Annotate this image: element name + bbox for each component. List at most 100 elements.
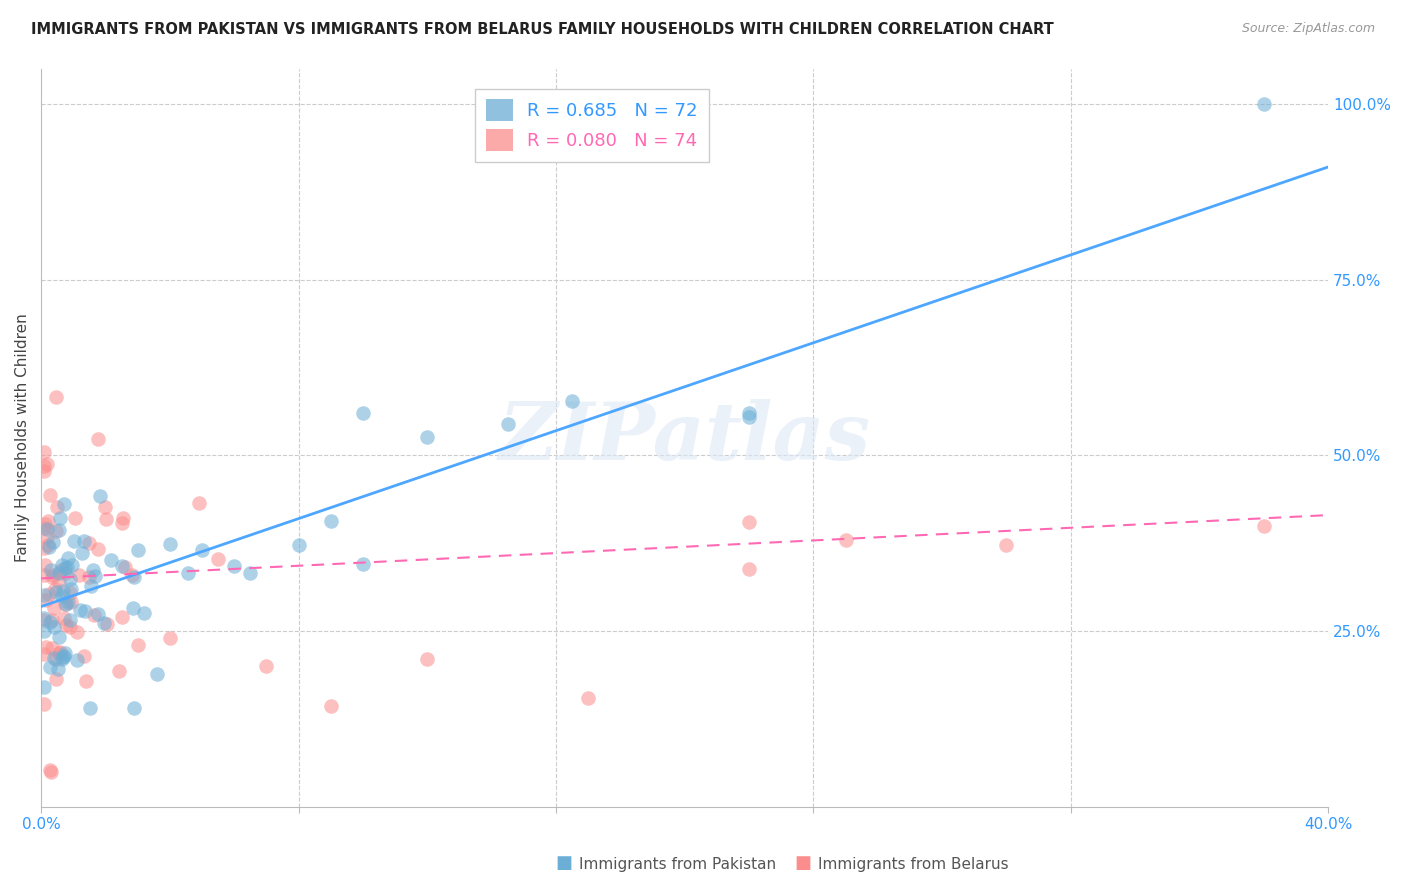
- Point: [100, 553, 122, 567]
- Point: [89, 489, 111, 503]
- Point: [42, 568, 65, 582]
- Point: [48, 511, 70, 525]
- Point: [44, 582, 66, 596]
- Point: [122, 570, 145, 584]
- Point: [34, 588, 56, 602]
- Point: [44, 650, 66, 665]
- Point: [69, 568, 91, 582]
- Point: [35, 640, 58, 654]
- Point: [34, 465, 56, 479]
- Point: [55, 617, 77, 632]
- Point: [66, 625, 89, 640]
- Point: [82, 563, 104, 577]
- Point: [38, 587, 60, 601]
- Point: [56, 559, 79, 574]
- Point: [63, 510, 86, 524]
- Point: [39, 615, 62, 629]
- Point: [114, 559, 136, 574]
- Point: [77, 536, 100, 550]
- Point: [34, 521, 56, 535]
- Point: [48, 523, 70, 537]
- Point: [53, 566, 76, 580]
- Point: [35, 457, 58, 471]
- Point: [146, 666, 169, 681]
- Point: [48, 566, 70, 580]
- Point: [159, 631, 181, 645]
- Point: [53, 497, 76, 511]
- Point: [127, 638, 149, 652]
- Point: [34, 558, 56, 572]
- Point: [1253, 96, 1275, 111]
- Point: [83, 608, 105, 623]
- Point: [63, 533, 86, 548]
- Point: [75, 674, 97, 689]
- Point: [254, 658, 277, 673]
- Point: [127, 542, 149, 557]
- Text: ZIPatlas: ZIPatlas: [499, 399, 870, 476]
- Point: [319, 698, 342, 713]
- Point: [41, 570, 63, 584]
- Point: [41, 641, 63, 656]
- Point: [83, 568, 105, 582]
- Point: [177, 566, 200, 581]
- Point: [73, 533, 96, 548]
- Point: [39, 763, 62, 777]
- Point: [48, 630, 70, 644]
- Point: [207, 551, 229, 566]
- Point: [44, 651, 66, 665]
- Point: [191, 542, 214, 557]
- Point: [39, 563, 62, 577]
- Point: [60, 594, 83, 608]
- Point: [53, 646, 76, 660]
- Point: [35, 522, 58, 536]
- Point: [187, 496, 209, 510]
- Point: [561, 394, 583, 409]
- Point: [110, 558, 132, 573]
- Point: [576, 691, 599, 706]
- Point: [42, 600, 65, 615]
- Point: [34, 568, 56, 582]
- Point: [80, 579, 103, 593]
- Point: [110, 516, 132, 530]
- Point: [49, 563, 72, 577]
- Point: [995, 538, 1018, 552]
- Point: [1253, 518, 1275, 533]
- Point: [87, 542, 110, 557]
- Point: [34, 647, 56, 661]
- Text: Immigrants from Belarus: Immigrants from Belarus: [818, 857, 1010, 872]
- Point: [34, 624, 56, 638]
- Point: [86, 607, 108, 622]
- Point: [48, 646, 70, 660]
- Point: [108, 664, 131, 678]
- Point: [42, 535, 65, 549]
- Point: [59, 582, 82, 597]
- Point: [69, 603, 91, 617]
- Point: [59, 620, 82, 634]
- Point: [352, 406, 374, 420]
- Point: [45, 584, 67, 599]
- Point: [34, 698, 56, 712]
- Point: [93, 615, 115, 630]
- Point: [738, 515, 761, 529]
- Point: [60, 558, 83, 573]
- Point: [34, 681, 56, 695]
- Point: [79, 570, 101, 584]
- Point: [34, 517, 56, 532]
- Point: [52, 583, 75, 598]
- Point: [59, 586, 82, 600]
- Point: [42, 620, 65, 634]
- Point: [65, 652, 87, 666]
- Point: [122, 700, 145, 714]
- Point: [53, 597, 76, 611]
- Point: [52, 650, 75, 665]
- Point: [39, 660, 62, 674]
- Point: [73, 604, 96, 618]
- Point: [239, 566, 262, 581]
- Point: [48, 575, 70, 590]
- Point: [96, 617, 118, 632]
- Point: [55, 597, 77, 611]
- Point: [34, 613, 56, 627]
- Point: [45, 500, 67, 515]
- Point: [416, 430, 439, 444]
- Point: [319, 514, 342, 528]
